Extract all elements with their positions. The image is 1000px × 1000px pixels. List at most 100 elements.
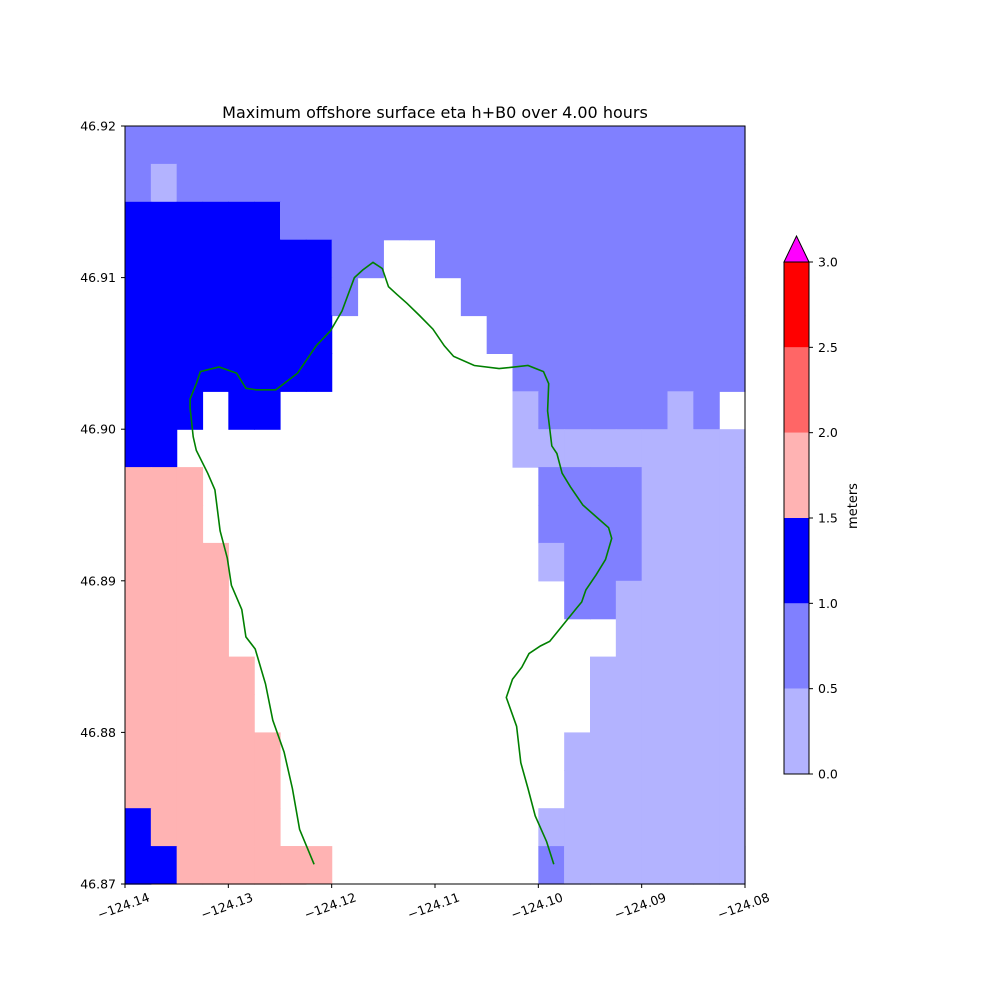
colorbar: 0.0 0.5 1.0 1.5 2.0 2.5 3.0 meters xyxy=(783,234,861,782)
heatmap-cell xyxy=(538,429,565,468)
heatmap-cell xyxy=(538,846,565,885)
heatmap-cell xyxy=(719,315,746,354)
heatmap-cell xyxy=(667,277,694,317)
heatmap-cell xyxy=(331,239,359,279)
heatmap-cell xyxy=(125,467,152,506)
heatmap-cell xyxy=(719,770,746,809)
heatmap-cell xyxy=(641,694,669,733)
heatmap-cell xyxy=(228,391,255,430)
heatmap-cell xyxy=(538,353,565,392)
heatmap-cell xyxy=(486,163,514,203)
heatmap-cell xyxy=(150,732,178,771)
heatmap-cell xyxy=(693,429,720,468)
heatmap-cell xyxy=(150,694,178,733)
heatmap-cell xyxy=(254,391,281,430)
heatmap-cell xyxy=(719,846,746,884)
heatmap-cell xyxy=(331,277,359,317)
heatmap-cell xyxy=(667,467,694,506)
heatmap-cell xyxy=(125,808,152,847)
heatmap-cell xyxy=(357,163,384,203)
heatmap-cell xyxy=(280,239,307,279)
heatmap-cell xyxy=(615,467,643,506)
heatmap-cell xyxy=(228,315,255,354)
heatmap-cell xyxy=(280,846,307,884)
heatmap-cell xyxy=(125,694,152,733)
heatmap-cell xyxy=(150,429,178,468)
heatmap-cell xyxy=(305,315,333,354)
heatmap-cell xyxy=(512,391,539,430)
heatmap-cell xyxy=(693,618,720,658)
heatmap-cell xyxy=(693,846,720,884)
heatmap-cell xyxy=(305,239,333,279)
heatmap-cell xyxy=(590,163,617,203)
heatmap-cell xyxy=(512,429,539,468)
coastline-line xyxy=(189,261,613,865)
heatmap-cell xyxy=(176,353,204,392)
heatmap-cell xyxy=(693,201,720,241)
heatmap-cell xyxy=(357,201,384,241)
heatmap-cell xyxy=(409,126,436,165)
heatmap-cell xyxy=(176,732,204,771)
heatmap-cell xyxy=(719,580,746,620)
colorbar-swatch xyxy=(784,432,809,518)
heatmap-cell xyxy=(564,846,591,884)
heatmap-cell xyxy=(667,429,694,468)
heatmap-cell xyxy=(615,277,643,317)
heatmap-cell xyxy=(202,163,229,203)
heatmap-cell xyxy=(305,277,333,317)
heatmap-cell xyxy=(150,505,178,544)
heatmap-cell xyxy=(176,505,204,544)
colorbar-swatch xyxy=(784,518,809,604)
heatmap-cell xyxy=(150,618,178,658)
heatmap-cell xyxy=(176,239,204,279)
heatmap-cell xyxy=(719,542,746,582)
y-tick-label: 46.91 xyxy=(80,270,116,285)
heatmap-cell xyxy=(590,391,617,430)
heatmap-cell xyxy=(564,467,591,506)
heatmap-cell xyxy=(305,353,333,392)
colorbar-tick-label: 1.5 xyxy=(818,511,838,526)
heatmap-cell xyxy=(564,580,591,620)
heatmap-cell xyxy=(254,315,281,354)
heatmap-cell xyxy=(150,277,178,317)
heatmap-cell xyxy=(667,618,694,658)
heatmap-cell xyxy=(202,770,229,809)
y-tick-label: 46.89 xyxy=(80,573,116,588)
heatmap-cell xyxy=(228,732,255,771)
heatmap-cell xyxy=(305,163,333,203)
heatmap-cell xyxy=(693,505,720,544)
heatmap-cell xyxy=(202,353,229,392)
heatmap-cell xyxy=(641,277,669,317)
heatmap-cell xyxy=(512,353,539,392)
heatmap-cell xyxy=(693,126,720,165)
heatmap-cell xyxy=(590,126,617,165)
heatmap-cell xyxy=(564,353,591,392)
heatmap-cell xyxy=(125,429,152,468)
heatmap-cell xyxy=(202,315,229,354)
heatmap-cell xyxy=(331,163,359,203)
heatmap-cell xyxy=(460,201,488,241)
heatmap-cell xyxy=(719,618,746,658)
heatmap-cell xyxy=(254,239,281,279)
heatmap-cell xyxy=(615,239,643,279)
heatmap-cell xyxy=(331,201,359,241)
heatmap-cell xyxy=(150,239,178,279)
heatmap-cell xyxy=(254,846,281,884)
heatmap-cell xyxy=(615,732,643,771)
heatmap-cell xyxy=(719,353,746,392)
heatmap-cell xyxy=(615,201,643,241)
heatmap-cell xyxy=(641,656,669,696)
heatmap-cell xyxy=(228,277,255,317)
heatmap-cell xyxy=(641,391,669,430)
heatmap-cell xyxy=(228,770,255,809)
heatmap-cell xyxy=(150,846,178,884)
heatmap-cell xyxy=(615,126,643,165)
heatmap-cell xyxy=(125,580,152,620)
heatmap-cell xyxy=(512,201,539,241)
heatmap-cell xyxy=(409,201,436,241)
heatmap-cell xyxy=(693,391,720,430)
heatmap-cell xyxy=(564,391,591,430)
heatmap-cell xyxy=(176,656,204,696)
heatmap-cell xyxy=(615,542,643,582)
heatmap-cell xyxy=(435,201,462,241)
